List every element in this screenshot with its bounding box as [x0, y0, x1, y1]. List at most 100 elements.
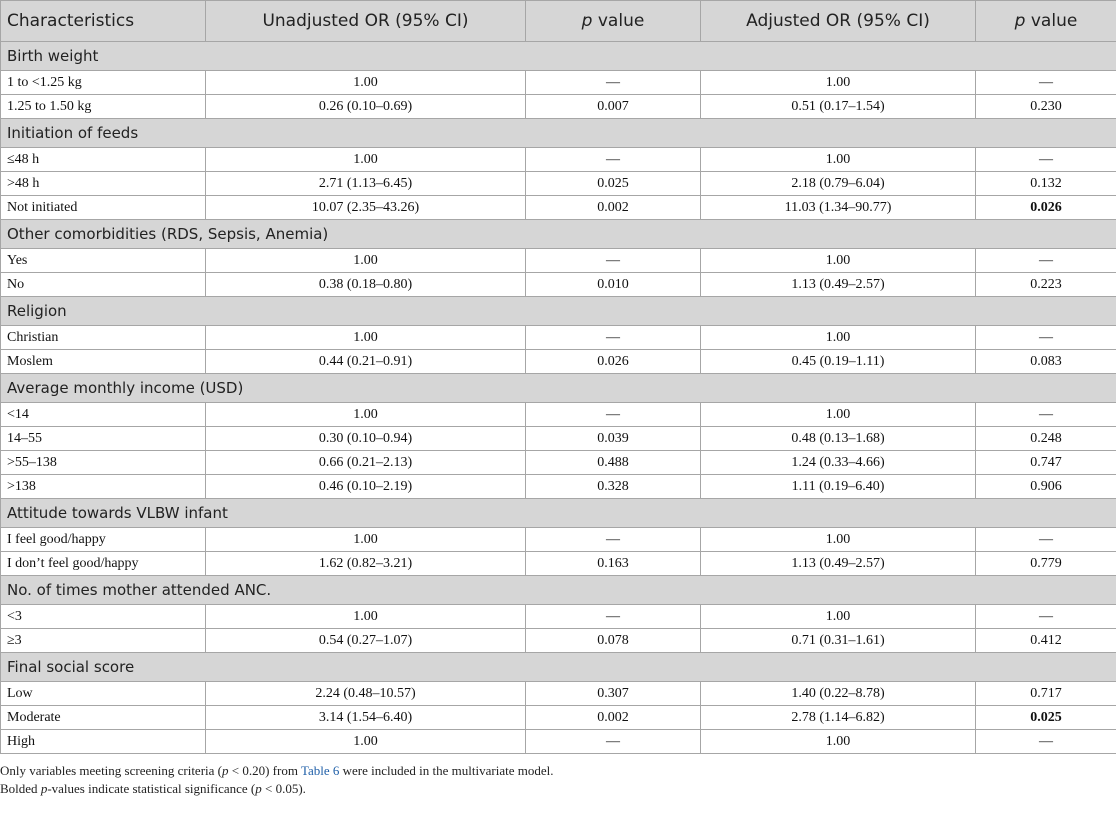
- text: 0.747: [1030, 454, 1062, 470]
- cell: 1.00: [700, 604, 976, 629]
- text: 1.00: [825, 74, 851, 90]
- data-row: I don’t feel good/happy 1.62 (0.82–3.21) 0…: [0, 551, 1116, 576]
- text: 10.07 (2.35–43.26): [311, 199, 420, 215]
- text: 0.026: [1030, 199, 1062, 215]
- cell: 0.078: [525, 628, 701, 653]
- cell: No: [0, 272, 206, 297]
- text: No. of times mother attended ANC.: [7, 581, 272, 599]
- text: 1.00: [353, 151, 378, 167]
- cell: 0.025: [975, 705, 1116, 730]
- cell: 0.163: [525, 551, 701, 576]
- text: <3: [7, 608, 22, 624]
- text: 0.230: [1030, 98, 1062, 114]
- text: 1.62 (0.82–3.21): [318, 555, 413, 571]
- text: Only variables meeting screening criteri…: [0, 763, 222, 778]
- text: 0.906: [1030, 478, 1062, 494]
- cell: Not initiated: [0, 195, 206, 220]
- text: 0.488: [597, 454, 629, 470]
- cell: 0.002: [525, 705, 701, 730]
- text: 0.132: [1030, 175, 1062, 191]
- text: 1.00: [825, 531, 851, 547]
- text: —: [606, 329, 620, 345]
- cell: 1.25 to 1.50 kg: [0, 94, 206, 119]
- text: 1.00: [825, 733, 851, 749]
- text: 0.025: [597, 175, 629, 191]
- cell: —: [525, 248, 701, 273]
- text: 1.25 to 1.50 kg: [7, 98, 92, 114]
- cell: 0.230: [975, 94, 1116, 119]
- text: 0.54 (0.27–1.07): [318, 632, 413, 648]
- cell: —: [525, 604, 701, 629]
- group-title: Average monthly income (USD): [0, 373, 1116, 403]
- text: —: [606, 733, 620, 749]
- text: 0.163: [597, 555, 629, 571]
- text: 2.24 (0.48–10.57): [315, 685, 416, 701]
- cell: 1.13 (0.49–2.57): [700, 272, 976, 297]
- text: 1.00: [825, 151, 851, 167]
- data-row: <3 1.00 — 1.00 —: [0, 604, 1116, 629]
- text: 2.71 (1.13–6.45): [318, 175, 413, 191]
- text: Adjusted OR (95% CI): [746, 11, 930, 31]
- text: >55–138: [7, 454, 57, 470]
- group-row: Attitude towards VLBW infant: [0, 498, 1116, 528]
- group-title: Other comorbidities (RDS, Sepsis, Anemia…: [0, 219, 1116, 249]
- text: p: [581, 11, 593, 31]
- text: >138: [7, 478, 36, 494]
- cell: 0.906: [975, 474, 1116, 499]
- cell: >138: [0, 474, 206, 499]
- text: <14: [7, 406, 29, 422]
- text: 1.13 (0.49–2.57): [791, 276, 885, 292]
- cell: 0.248: [975, 426, 1116, 451]
- data-row: >48 h 2.71 (1.13–6.45) 0.025 2.18 (0.79–6.0…: [0, 171, 1116, 196]
- text: —: [606, 74, 620, 90]
- cell: 1.00: [700, 402, 976, 427]
- data-row: >55–138 0.66 (0.21–2.13) 0.488 1.24 (0.33–4…: [0, 450, 1116, 475]
- cell: 0.412: [975, 628, 1116, 653]
- cell: —: [525, 325, 701, 350]
- footnotes: Only variables meeting screening criteri…: [0, 762, 1116, 798]
- link[interactable]: Table 6: [300, 763, 340, 778]
- data-row: High 1.00 — 1.00 —: [0, 729, 1116, 754]
- cell: 1.00: [205, 147, 526, 172]
- cell: 1.00: [700, 729, 976, 754]
- text: p: [1014, 11, 1026, 31]
- text: Attitude towards VLBW infant: [7, 504, 228, 522]
- text: —: [1039, 252, 1053, 268]
- text: 0.223: [1030, 276, 1062, 292]
- cell: 0.747: [975, 450, 1116, 475]
- header-row: Characteristics Unadjusted OR (95% CI) p v…: [0, 0, 1116, 42]
- text: Final social score: [7, 658, 135, 676]
- cell: 0.025: [525, 171, 701, 196]
- text: value: [592, 11, 645, 31]
- text: 0.51 (0.17–1.54): [791, 98, 885, 114]
- text: p: [255, 781, 262, 796]
- text: 1.00: [825, 252, 851, 268]
- cell: 1.00: [205, 604, 526, 629]
- text: 1.00: [353, 329, 378, 345]
- cell: 1.62 (0.82–3.21): [205, 551, 526, 576]
- cell: Yes: [0, 248, 206, 273]
- header-cell: Unadjusted OR (95% CI): [205, 0, 526, 42]
- cell: 0.026: [525, 349, 701, 374]
- cell: —: [975, 729, 1116, 754]
- cell: 0.026: [975, 195, 1116, 220]
- cell: 2.78 (1.14–6.82): [700, 705, 976, 730]
- header-cell: Adjusted OR (95% CI): [700, 0, 976, 42]
- cell: 10.07 (2.35–43.26): [205, 195, 526, 220]
- text: 2.78 (1.14–6.82): [791, 709, 885, 725]
- text: p: [222, 763, 229, 778]
- header-cell: Characteristics: [0, 0, 206, 42]
- cell: 0.66 (0.21–2.13): [205, 450, 526, 475]
- cell: 0.45 (0.19–1.11): [700, 349, 976, 374]
- cell: 0.51 (0.17–1.54): [700, 94, 976, 119]
- text: 14–55: [7, 430, 42, 446]
- cell: 11.03 (1.34–90.77): [700, 195, 976, 220]
- text: 0.007: [597, 98, 629, 114]
- data-row: Low 2.24 (0.48–10.57) 0.307 1.40 (0.22–8.78…: [0, 681, 1116, 706]
- text: Initiation of feeds: [7, 124, 139, 142]
- cell: Christian: [0, 325, 206, 350]
- text: 1.13 (0.49–2.57): [791, 555, 885, 571]
- cell: 1.00: [700, 70, 976, 95]
- text: 0.002: [597, 199, 629, 215]
